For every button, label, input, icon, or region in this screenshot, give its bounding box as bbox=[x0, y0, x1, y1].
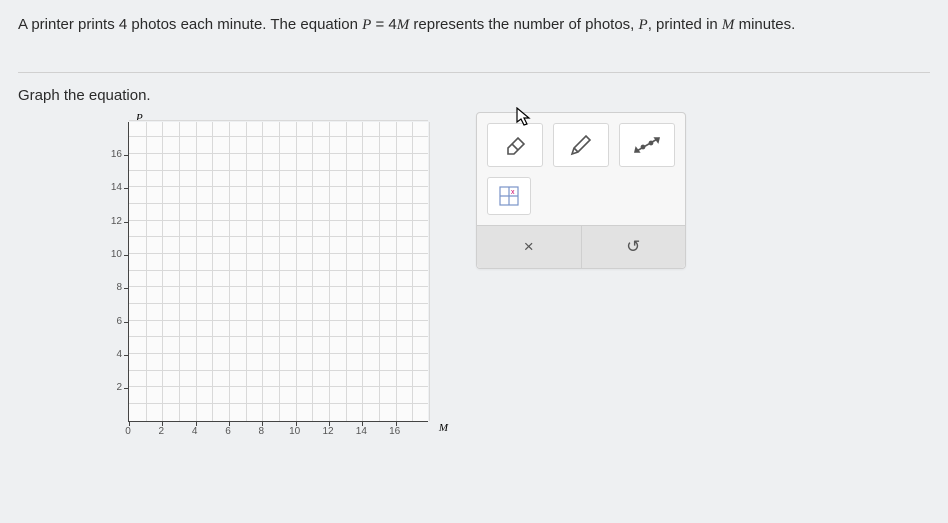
origin-snap-button[interactable]: x bbox=[487, 177, 531, 215]
y-tick-label: 4 bbox=[100, 349, 122, 360]
question-text: A printer prints 4 photos each minute. T… bbox=[18, 14, 930, 37]
pencil-button[interactable] bbox=[553, 123, 609, 167]
q-suf3: minutes. bbox=[734, 16, 795, 33]
x-tick-label: 6 bbox=[218, 426, 238, 437]
eq-P: P bbox=[362, 17, 371, 33]
x-tick-label: 4 bbox=[185, 426, 205, 437]
q-suf2: , printed in bbox=[648, 16, 722, 33]
coordinate-grid[interactable] bbox=[128, 122, 428, 422]
origin-snap-icon: x bbox=[497, 184, 521, 208]
y-tick-label: 6 bbox=[100, 316, 122, 327]
var-M: M bbox=[722, 17, 735, 33]
line-tool-icon bbox=[632, 135, 662, 155]
y-tick-label: 14 bbox=[100, 182, 122, 193]
drawing-toolbox: x × ↺ bbox=[476, 112, 686, 269]
x-tick-label: 16 bbox=[385, 426, 405, 437]
y-tick-label: 16 bbox=[100, 149, 122, 160]
y-tick-label: 8 bbox=[100, 282, 122, 293]
undo-button[interactable]: ↺ bbox=[582, 226, 686, 268]
undo-icon: ↺ bbox=[626, 237, 640, 257]
q-prefix: A printer prints 4 photos each minute. T… bbox=[18, 16, 362, 33]
eraser-button[interactable] bbox=[487, 123, 543, 167]
svg-text:x: x bbox=[511, 189, 515, 196]
x-tick-label: 14 bbox=[351, 426, 371, 437]
x-tick-label: 10 bbox=[285, 426, 305, 437]
line-tool-button[interactable] bbox=[619, 123, 675, 167]
q-suf1: represents the number of photos, bbox=[409, 16, 638, 33]
eraser-icon bbox=[502, 134, 528, 156]
x-tick-label: 12 bbox=[318, 426, 338, 437]
pencil-icon bbox=[568, 132, 594, 158]
instruction-text: Graph the equation. bbox=[18, 87, 930, 104]
clear-button[interactable]: × bbox=[477, 226, 582, 268]
x-tick-label: 0 bbox=[118, 426, 138, 437]
x-tick-label: 8 bbox=[251, 426, 271, 437]
var-P: P bbox=[639, 17, 648, 33]
section-divider bbox=[18, 37, 930, 73]
x-axis-label: M bbox=[439, 422, 448, 434]
graph-area[interactable]: P M 246810121416 0246810121416 bbox=[88, 112, 448, 452]
y-tick-label: 12 bbox=[100, 216, 122, 227]
y-tick-label: 2 bbox=[100, 382, 122, 393]
close-icon: × bbox=[524, 237, 534, 257]
eq-mid: = 4 bbox=[371, 16, 396, 33]
eq-M: M bbox=[397, 17, 410, 33]
x-tick-label: 2 bbox=[151, 426, 171, 437]
y-tick-label: 10 bbox=[100, 249, 122, 260]
